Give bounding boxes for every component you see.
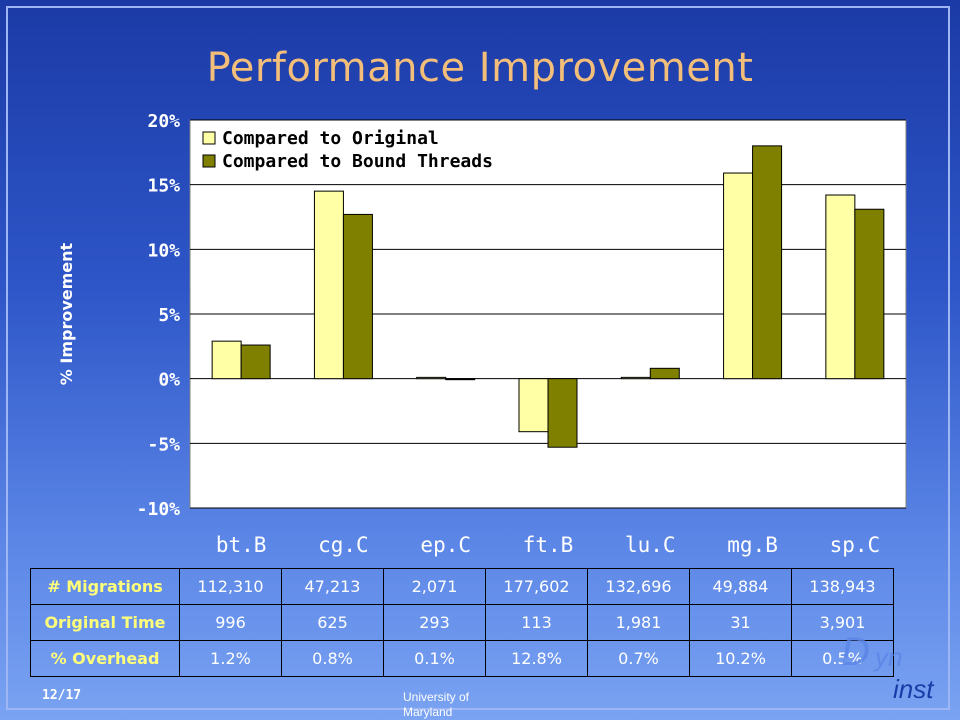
table-cell: 132,696 [587, 568, 690, 605]
table-cell: 177,602 [485, 568, 588, 605]
stats-table: # Migrations 112,310 47,213 2,071 177,60… [30, 568, 894, 677]
bar [518, 378, 549, 433]
table-cell: 2,071 [383, 568, 486, 605]
table-row: Original Time 996 625 293 113 1,981 31 3… [30, 604, 894, 641]
table-cell: 113 [485, 604, 588, 641]
bar [547, 378, 578, 448]
legend-label: Compared to Original [222, 128, 439, 149]
logo-text-inst: inst [893, 674, 934, 704]
bar [445, 378, 476, 381]
page-number: 12/17 [42, 688, 82, 703]
legend-swatch [202, 131, 216, 145]
y-tick-label: 0% [158, 370, 180, 391]
bar [211, 340, 242, 380]
x-tick-label: cg.C [318, 533, 369, 557]
y-tick-label: 15% [147, 176, 180, 197]
table-cell: 112,310 [179, 568, 282, 605]
bar [342, 213, 373, 380]
slide-title: Performance Improvement [206, 45, 754, 91]
table-row: # Migrations 112,310 47,213 2,071 177,60… [30, 568, 894, 605]
table-cell: 10.2% [689, 640, 792, 677]
table-cell: 0.1% [383, 640, 486, 677]
table-cell: 31 [689, 604, 792, 641]
table-cell: 49,884 [689, 568, 792, 605]
x-tick-label: sp.C [830, 533, 881, 557]
table-cell: 12.8% [485, 640, 588, 677]
legend-label: Compared to Bound Threads [222, 151, 493, 172]
table-row: % Overhead 1.2% 0.8% 0.1% 12.8% 0.7% 10.… [30, 640, 894, 677]
table-cell: 996 [179, 604, 282, 641]
bar [752, 145, 783, 380]
y-tick-label: -5% [147, 434, 180, 455]
row-header: Original Time [30, 604, 180, 641]
x-tick-label: ft.B [523, 533, 574, 557]
bar [825, 194, 856, 380]
x-tick-label: lu.C [625, 533, 676, 557]
y-axis-label: % Improvement [57, 242, 76, 385]
table-cell: 0.7% [587, 640, 690, 677]
x-tick-label: bt.B [216, 533, 267, 557]
bar [313, 190, 344, 380]
bar [620, 376, 651, 380]
bar [649, 367, 680, 380]
bar [854, 208, 885, 380]
logo-text-yn: yn [875, 642, 903, 672]
table-cell: 625 [281, 604, 384, 641]
table-cell: 293 [383, 604, 486, 641]
table-cell: 47,213 [281, 568, 384, 605]
y-tick-label: 10% [147, 240, 180, 261]
legend-swatch [202, 154, 216, 168]
footer-university: University of Maryland [403, 690, 470, 719]
table-cell: 1.2% [179, 640, 282, 677]
logo-text-d: D [841, 630, 870, 674]
table-cell: 0.5% [791, 640, 894, 677]
bar [240, 344, 271, 380]
table-cell: 1,981 [587, 604, 690, 641]
y-tick-label: 5% [158, 305, 180, 326]
dyninst-logo: D yn inst [835, 630, 945, 710]
y-tick-label: 20% [147, 111, 180, 132]
table-cell: 0.8% [281, 640, 384, 677]
x-tick-label: ep.C [420, 533, 471, 557]
bar [723, 172, 754, 380]
bar [416, 376, 447, 380]
y-tick-label: -10% [137, 499, 181, 520]
bar-chart: 20% 15% 10% 5% 0% -5% -10% % Improvement bt.B cg.… [57, 111, 907, 557]
table-cell: 138,943 [791, 568, 894, 605]
row-header: % Overhead [30, 640, 180, 677]
row-header: # Migrations [30, 568, 180, 605]
x-tick-label: mg.B [727, 533, 778, 557]
